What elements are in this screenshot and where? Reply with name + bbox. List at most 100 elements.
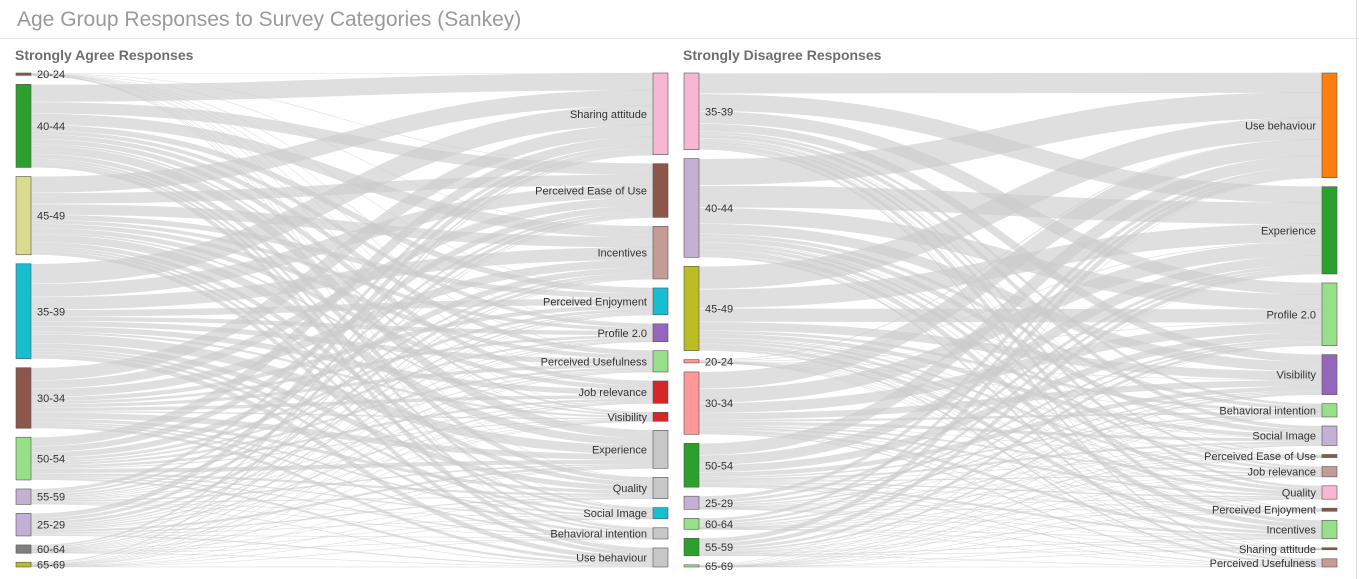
sankey-link <box>30 538 654 567</box>
sankey-link <box>30 152 654 547</box>
source-node-40-44[interactable] <box>683 158 700 258</box>
source-node-20-24[interactable] <box>15 72 32 76</box>
agree-panel-title: Strongly Agree Responses <box>15 47 194 63</box>
source-node-45-49[interactable] <box>683 265 700 351</box>
target-node-Incentives[interactable] <box>1321 519 1338 540</box>
source-node-35-39[interactable] <box>683 72 700 150</box>
target-node-Perceived Enjoyment[interactable] <box>652 287 669 316</box>
target-node-Behavioral intention[interactable] <box>652 527 669 540</box>
sankey-link <box>698 92 1323 186</box>
target-node-Profile 2.0[interactable] <box>1321 282 1338 346</box>
sankey-link <box>698 498 1323 529</box>
sankey-link <box>30 412 654 461</box>
sankey-link <box>30 370 654 529</box>
source-node-25-29[interactable] <box>683 495 700 510</box>
target-node-Visibility[interactable] <box>652 412 669 422</box>
sankey-link <box>30 371 654 566</box>
sankey-link <box>30 272 654 497</box>
source-node-20-24[interactable] <box>683 359 700 364</box>
source-node-25-29[interactable] <box>15 513 32 537</box>
sankey-link <box>30 321 654 365</box>
target-label: Profile 2.0 <box>597 328 647 340</box>
source-node-40-44[interactable] <box>15 84 32 168</box>
target-node-Sharing attitude[interactable] <box>652 72 669 155</box>
sankey-link <box>698 483 1323 512</box>
target-node-Social Image[interactable] <box>1321 425 1338 446</box>
sankey-link <box>698 508 1323 567</box>
sankey-link <box>30 217 654 564</box>
sankey-link <box>30 274 654 525</box>
target-label: Job relevance <box>1248 467 1317 479</box>
sankey-link <box>698 342 1323 550</box>
source-label: 50-54 <box>705 460 733 472</box>
target-node-Quality[interactable] <box>652 477 669 499</box>
target-node-Perceived Ease of Use[interactable] <box>1321 454 1338 458</box>
target-node-Sharing attitude[interactable] <box>1321 547 1338 551</box>
target-node-Experience[interactable] <box>1321 186 1338 275</box>
sankey-link <box>698 172 1323 543</box>
target-node-Perceived Ease of Use[interactable] <box>652 163 669 218</box>
target-node-Job relevance[interactable] <box>1321 466 1338 478</box>
target-node-Profile 2.0[interactable] <box>652 323 669 343</box>
source-label: 30-34 <box>37 393 65 405</box>
target-node-Incentives[interactable] <box>652 226 669 280</box>
sankey-link <box>30 420 654 552</box>
sankey-link <box>30 148 654 519</box>
target-node-Experience[interactable] <box>652 429 669 469</box>
target-node-Perceived Usefulness[interactable] <box>1321 558 1338 568</box>
source-node-30-34[interactable] <box>15 367 32 429</box>
source-node-50-54[interactable] <box>683 443 700 488</box>
sankey-link <box>30 518 654 553</box>
source-label: 45-49 <box>705 303 733 315</box>
source-node-60-64[interactable] <box>15 544 32 554</box>
target-label: Quality <box>613 483 648 495</box>
source-node-55-59[interactable] <box>683 537 700 557</box>
source-label: 40-44 <box>705 203 733 215</box>
sankey-link <box>698 139 1323 389</box>
source-node-65-69[interactable] <box>15 561 32 568</box>
source-node-45-49[interactable] <box>15 176 32 256</box>
target-label: Visibility <box>607 412 647 424</box>
source-node-50-54[interactable] <box>15 436 32 481</box>
target-label: Quality <box>1282 488 1317 500</box>
target-label: Perceived Enjoyment <box>543 296 647 308</box>
target-node-Perceived Usefulness[interactable] <box>652 350 669 373</box>
source-label: 20-24 <box>705 356 733 368</box>
sankey-link <box>698 538 1323 568</box>
source-node-65-69[interactable] <box>683 564 700 568</box>
target-node-Behavioral intention[interactable] <box>1321 403 1338 418</box>
target-label: Visibility <box>1276 370 1316 382</box>
sankey-link <box>30 369 654 500</box>
sankey-link <box>30 247 654 310</box>
sankey-link <box>698 444 1323 554</box>
sankey-link <box>698 476 1323 568</box>
source-node-35-39[interactable] <box>15 263 32 360</box>
target-node-Perceived Enjoyment[interactable] <box>1321 507 1338 512</box>
sankey-link <box>698 497 1323 509</box>
sankey-link <box>698 416 1323 553</box>
sankey-link <box>30 421 654 567</box>
source-label: 60-64 <box>705 519 733 531</box>
sankey-link <box>30 401 654 530</box>
target-label: Social Image <box>583 508 647 520</box>
sankey-link <box>698 457 1323 554</box>
title-divider <box>0 38 1359 39</box>
target-label: Profile 2.0 <box>1266 309 1316 321</box>
target-label: Perceived Ease of Use <box>535 186 647 198</box>
target-node-Visibility[interactable] <box>1321 354 1338 395</box>
target-node-Use behaviour[interactable] <box>1321 72 1338 179</box>
target-node-Job relevance[interactable] <box>652 380 669 404</box>
sankey-link <box>698 333 1323 439</box>
target-node-Quality[interactable] <box>1321 485 1338 500</box>
sankey-link <box>30 395 654 412</box>
source-node-55-59[interactable] <box>15 488 32 505</box>
frame-edge <box>1356 0 1357 579</box>
target-node-Social Image[interactable] <box>652 507 669 520</box>
source-node-60-64[interactable] <box>683 518 700 530</box>
target-node-Use behaviour[interactable] <box>652 547 669 568</box>
sankey-link <box>698 457 1323 567</box>
sankey-link <box>30 311 654 498</box>
sankey-link <box>698 72 1323 94</box>
links-0 <box>30 72 654 568</box>
source-node-30-34[interactable] <box>683 371 700 435</box>
